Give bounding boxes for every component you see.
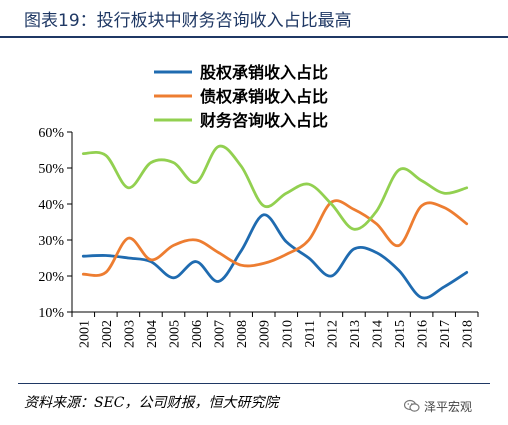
source-divider [18,383,490,384]
y-tick-label: 60% [38,126,64,141]
x-tick-label: 2002 [100,320,115,348]
source-note: 资料来源：SEC，公司财报，恒大研究院 [24,395,279,411]
watermark-text: 泽平宏观 [424,400,473,414]
y-tick-label: 20% [38,270,64,285]
series-line [81,213,469,300]
title-bar: 图表19：投行板块中财务咨询收入占比最高 [0,0,508,38]
x-tick-label: 2005 [168,320,183,348]
x-tick-label: 2007 [213,320,228,348]
page-title: 图表19：投行板块中财务咨询收入占比最高 [24,11,352,31]
legend-label: 债权承销收入占比 [200,87,328,106]
x-tick-label: 2013 [348,320,363,348]
x-tick-label: 2003 [122,320,137,348]
x-tick-label: 2012 [325,320,340,348]
legend-label: 股权承销收入占比 [200,63,328,82]
x-tick-label: 2008 [235,320,250,348]
series-line [81,199,469,277]
x-tick-label: 2011 [303,320,318,347]
x-tick-label: 2015 [393,320,408,348]
series-line [81,144,469,231]
watermark: 泽平宏观 [404,397,504,417]
x-tick-label: 2017 [438,320,453,348]
x-tick-label: 2001 [77,320,92,348]
y-tick-label: 40% [38,198,64,213]
y-tick-label: 30% [38,234,64,249]
y-tick-label: 50% [38,162,64,177]
x-tick-label: 2014 [371,320,386,348]
wechat-logo-icon [404,399,420,412]
chart-axes: 10% 20% 30% 40% 50% 60% 2001 2002 2003 2004 2005 20… [38,126,479,348]
legend-label: 财务咨询收入占比 [199,111,328,130]
chart-lines [81,144,469,300]
y-tick-label: 10% [38,306,64,321]
x-tick-label: 2016 [416,320,431,348]
x-tick-label: 2010 [280,320,295,348]
x-tick-label: 2009 [258,320,273,348]
x-tick-label: 2018 [461,320,476,348]
x-tick-label: 2004 [145,320,160,348]
x-tick-label: 2006 [190,320,205,348]
